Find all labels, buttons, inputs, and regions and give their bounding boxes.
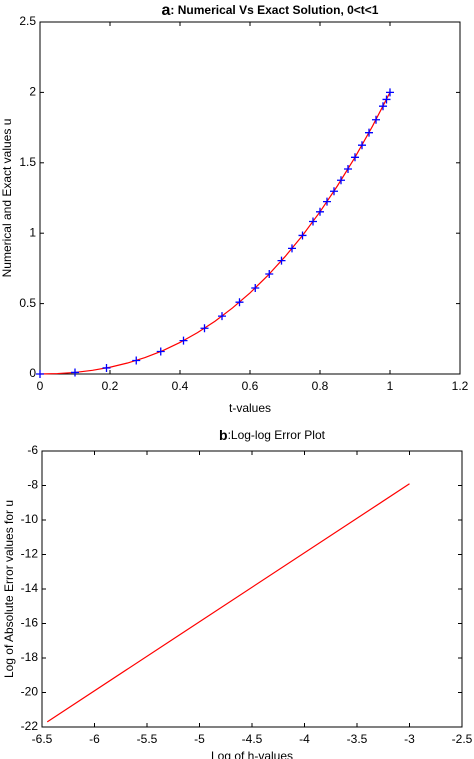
marker: [358, 141, 366, 150]
y-tick-label: -6: [27, 443, 38, 457]
x-tick-label: 0.8: [312, 379, 329, 393]
x-tick-label: -5: [194, 732, 205, 746]
marker: [372, 115, 380, 124]
chart: b:Log-log Error Plot Log of h-values Log o…: [2, 427, 472, 759]
x-tick-label: 0.6: [242, 379, 259, 393]
x-tick-label: 1: [387, 379, 394, 393]
y-tick-label: 1.5: [19, 155, 36, 169]
x-tick-label: 0: [37, 379, 44, 393]
marker: [382, 95, 391, 104]
y-tick-label: 1: [29, 225, 36, 239]
x-tick-label: -5.5: [137, 732, 158, 746]
x-tick-label: -3: [404, 732, 415, 746]
marker: [218, 312, 226, 321]
marker: [337, 176, 345, 185]
y-tick-label: -10: [21, 512, 39, 526]
x-axis-label: Log of h-values: [211, 749, 293, 759]
x-axis-label: t-values: [229, 401, 271, 415]
x-tick-label: -4.5: [242, 732, 263, 746]
chart-title: b:Log-log Error Plot: [219, 427, 326, 443]
marker: [344, 164, 352, 173]
y-axis-label: Numerical and Exact values u: [0, 119, 14, 278]
plot-frame: [39, 21, 461, 375]
marker: [265, 270, 274, 279]
y-tick-label: 0: [29, 366, 36, 380]
title-text: : Numerical Vs Exact Solution, 0<t<1: [170, 3, 378, 17]
marker: [298, 231, 307, 240]
marker: [179, 336, 188, 345]
data-line: [39, 92, 391, 375]
x-tick-label: 1.2: [452, 379, 469, 393]
marker: [351, 153, 359, 162]
marker: [132, 356, 141, 365]
y-tick-label: -18: [21, 650, 39, 664]
marker: [386, 88, 394, 97]
y-tick-label: -20: [21, 685, 39, 699]
data-line: [46, 483, 410, 723]
marker: [288, 244, 296, 253]
marker: [316, 207, 324, 216]
marker: [71, 368, 79, 377]
y-axis-label: Log of Absolute Error values for u: [2, 500, 16, 678]
marker: [200, 324, 209, 333]
title-text: :Log-log Error Plot: [228, 428, 326, 442]
marker: [365, 128, 373, 137]
y-tick-label: 2.5: [19, 14, 36, 28]
y-tick-label: -12: [21, 547, 39, 561]
chart-title: a: Numerical Vs Exact Solution, 0<t<1: [162, 2, 379, 19]
marker: [330, 187, 338, 196]
y-tick-label: -14: [21, 581, 39, 595]
title-letter: b: [219, 427, 228, 443]
title-letter: a: [162, 2, 171, 19]
x-tick-label: -3.5: [347, 732, 368, 746]
marker: [235, 298, 244, 307]
marker: [36, 370, 44, 378]
y-tick-label: 0.5: [19, 296, 36, 310]
marker: [277, 256, 286, 265]
marker: [156, 347, 165, 356]
marker: [379, 102, 387, 111]
plot-frame: [41, 450, 463, 728]
y-tick-label: -22: [21, 719, 39, 733]
x-tick-label: -6.5: [32, 732, 53, 746]
x-tick-label: -4: [299, 732, 310, 746]
x-tick-label: 0.4: [172, 379, 189, 393]
x-tick-label: -2.5: [452, 732, 473, 746]
y-tick-label: -16: [21, 616, 39, 630]
y-tick-label: -8: [27, 478, 38, 492]
marker: [323, 197, 331, 206]
marker: [309, 217, 317, 226]
marker: [102, 363, 111, 372]
y-tick-label: 2: [29, 85, 36, 99]
marker: [251, 283, 260, 292]
chart: a: Numerical Vs Exact Solution, 0<t<1 t-v…: [0, 2, 468, 415]
x-tick-label: 0.2: [102, 379, 119, 393]
x-tick-label: -6: [89, 732, 100, 746]
